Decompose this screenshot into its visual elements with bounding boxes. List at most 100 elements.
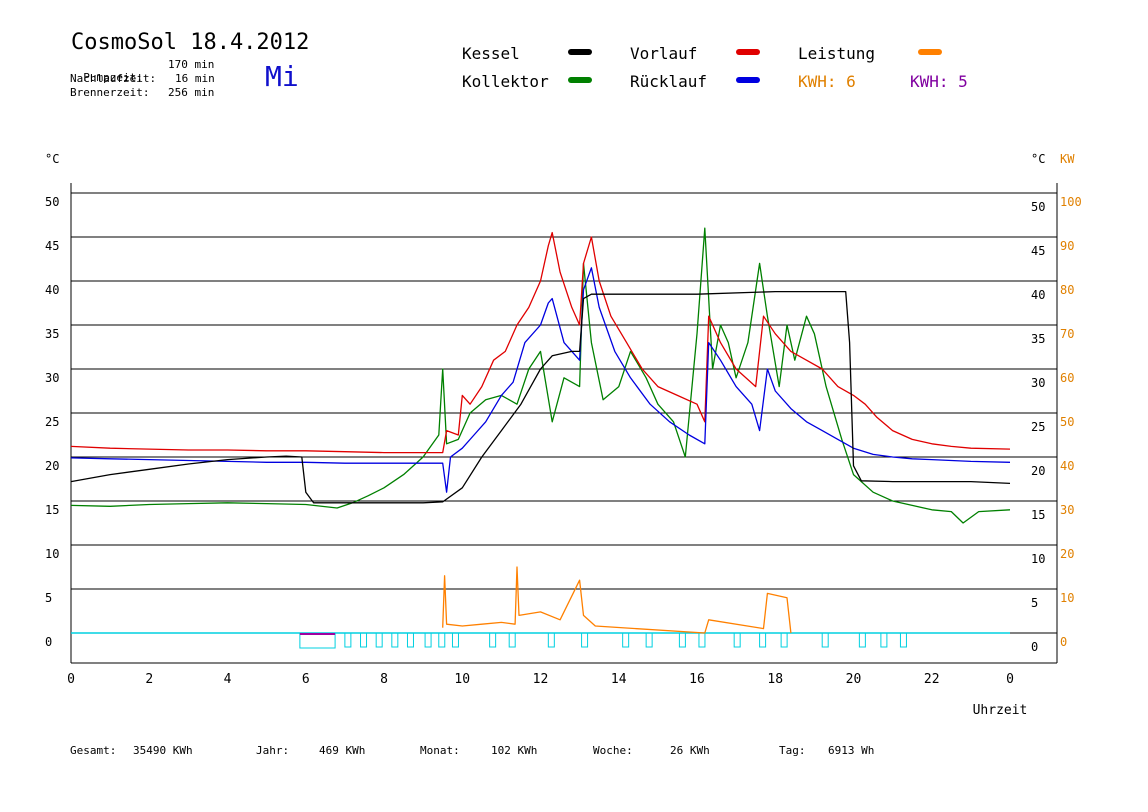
pump-pulse [821, 632, 829, 648]
pump-pulse [581, 632, 589, 648]
y-tick-label-right: 15 [1031, 508, 1045, 522]
footer-tag-value: 6913 Wh [828, 744, 875, 757]
legend-label-ruecklauf: Rücklauf [630, 72, 708, 91]
kw-tick-label: 0 [1060, 635, 1067, 649]
y-tick-label-left: 45 [45, 239, 59, 253]
y-tick-label-left: 0 [45, 635, 52, 649]
footer-monat-label: Monat: [420, 744, 460, 757]
x-tick-label: 20 [846, 672, 862, 687]
pump-pulse [547, 632, 555, 648]
pump-pulse [424, 632, 432, 648]
y-tick-label-left: 40 [45, 283, 59, 297]
pump-pulse [678, 632, 686, 648]
y-tick-label-right: 5 [1031, 596, 1038, 610]
kw-tick-label: 20 [1060, 547, 1074, 561]
stat-brennerzeit: Brennerzeit: [70, 86, 150, 99]
y-tick-label-right: 0 [1031, 640, 1038, 654]
legend-label-kessel: Kessel [462, 44, 520, 63]
legend-label-leistung: Leistung [798, 44, 876, 63]
legend-kwh-1: KWH: 6 [798, 72, 856, 91]
pump-pulse [645, 632, 653, 648]
pump-pulse [880, 632, 888, 648]
y-tick-label-right: 45 [1031, 244, 1045, 258]
y-tick-label-right: 50 [1031, 200, 1045, 214]
kw-tick-label: 90 [1060, 239, 1074, 253]
y-tick-label-right: 35 [1031, 332, 1045, 346]
kw-tick-label: 50 [1060, 415, 1074, 429]
footer-jahr-label: Jahr: [256, 744, 290, 757]
pump-pulse [344, 632, 352, 648]
x-tick-label: 0 [1006, 672, 1014, 687]
pump-pulse [622, 632, 630, 648]
chart-title: CosmoSol 18.4.2012 [71, 30, 310, 55]
kw-tick-label: 100 [1060, 195, 1082, 209]
x-axis-label: Uhrzeit [973, 703, 1028, 718]
x-tick-label: 10 [454, 672, 470, 687]
y-tick-label-right: 30 [1031, 376, 1045, 390]
stat-brennerzeit-value: 256 min [168, 86, 215, 99]
y-tick-label-left: 5 [45, 591, 52, 605]
kw-tick-label: 60 [1060, 371, 1074, 385]
pump-pulse [508, 632, 516, 648]
y-tick-label-right: 25 [1031, 420, 1045, 434]
pump-pulse [899, 632, 907, 648]
stat-pumpzeit: Pumpzeit: [70, 58, 143, 84]
pump-pulse [780, 632, 788, 648]
kw-tick-label: 10 [1060, 591, 1074, 605]
pump-pulse [489, 632, 497, 648]
x-tick-label: 4 [224, 672, 232, 687]
pump-pulse [438, 632, 446, 648]
x-tick-label: 22 [924, 672, 940, 687]
y-tick-label-right: 20 [1031, 464, 1045, 478]
legend-kwh-2: KWH: 5 [910, 72, 968, 91]
pump-pulse [299, 632, 336, 649]
x-tick-label: 16 [689, 672, 705, 687]
kw-axis-unit: KW [1060, 152, 1075, 166]
y-tick-label-right: 10 [1031, 552, 1045, 566]
pump-pulse [451, 632, 459, 648]
stat-nachlaufzeit: Nachlaufzeit: [70, 72, 157, 85]
footer-gesamt-label: Gesamt: [70, 744, 117, 757]
pump-pulse [698, 632, 706, 648]
footer-woche-label: Woche: [593, 744, 633, 757]
x-tick-label: 0 [67, 672, 75, 687]
footer-tag-label: Tag: [779, 744, 806, 757]
kw-tick-label: 80 [1060, 283, 1074, 297]
weekday-label: Mi [265, 60, 299, 93]
burner-pulse [299, 633, 336, 635]
y-tick-label-right: 40 [1031, 288, 1045, 302]
kw-tick-label: 30 [1060, 503, 1074, 517]
series-line-leistung [442, 566, 792, 634]
pump-pulse [858, 632, 866, 648]
footer-jahr-value: 469 KWh [319, 744, 366, 757]
stat-label: Pumpzeit: [83, 71, 143, 84]
y-axis-unit-left: °C [45, 152, 59, 166]
pump-pulse [733, 632, 741, 648]
footer-monat-value: 102 KWh [491, 744, 538, 757]
stat-pumpzeit-value: 170 min [168, 58, 215, 71]
pump-pulse [360, 632, 368, 648]
x-tick-label: 18 [767, 672, 783, 687]
x-tick-label: 14 [611, 672, 627, 687]
y-tick-label-left: 50 [45, 195, 59, 209]
pump-pulse [759, 632, 767, 648]
legend-label-vorlauf: Vorlauf [630, 44, 698, 63]
x-tick-label: 12 [533, 672, 549, 687]
footer-gesamt-value: 35490 KWh [133, 744, 193, 757]
y-tick-label-left: 35 [45, 327, 59, 341]
footer-woche-value: 26 KWh [670, 744, 710, 757]
x-tick-label: 8 [380, 672, 388, 687]
stat-nachlaufzeit-value: 16 min [175, 72, 215, 85]
x-tick-label: 2 [145, 672, 153, 687]
kw-tick-label: 70 [1060, 327, 1074, 341]
y-axis-unit-right: °C [1031, 152, 1045, 166]
x-tick-label: 6 [302, 672, 310, 687]
series-line-kessel [70, 290, 1011, 504]
y-tick-label-left: 10 [45, 547, 59, 561]
y-tick-label-left: 15 [45, 503, 59, 517]
y-tick-label-left: 30 [45, 371, 59, 385]
kw-tick-label: 40 [1060, 459, 1074, 473]
y-tick-label-left: 25 [45, 415, 59, 429]
pump-pulse [406, 632, 414, 648]
